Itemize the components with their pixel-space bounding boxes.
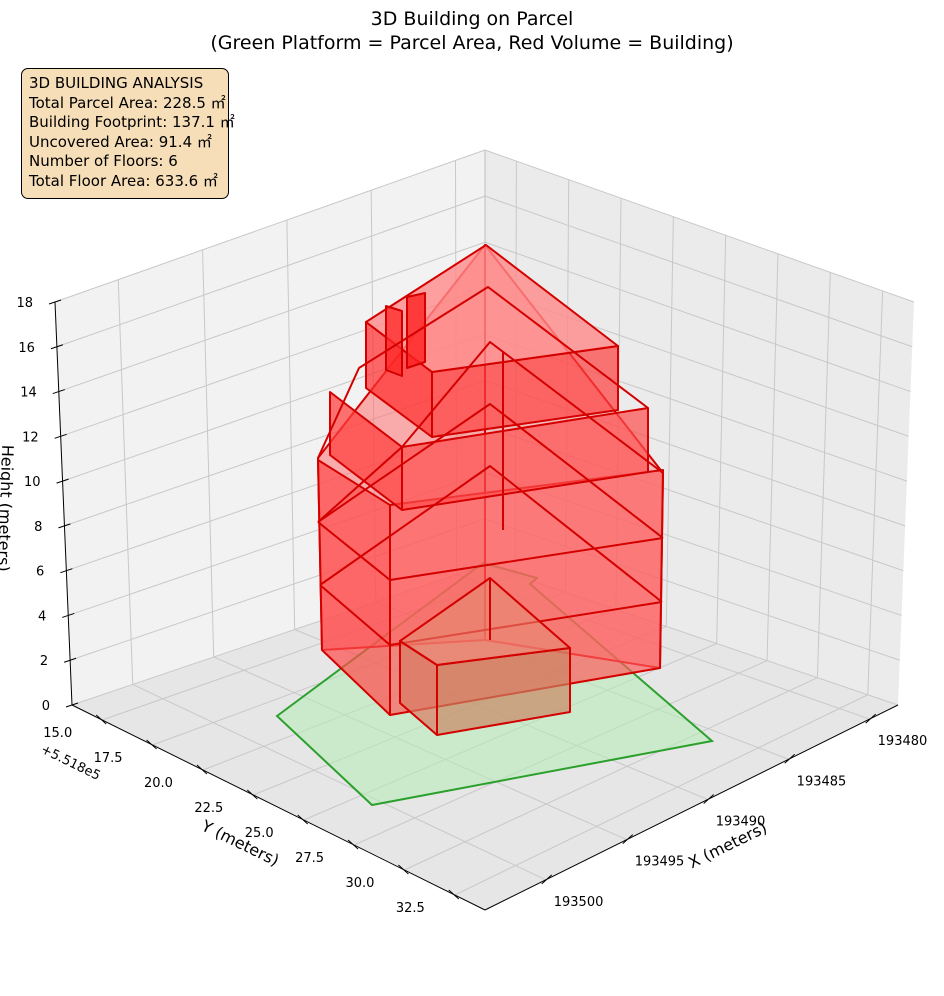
gridline-z — [54, 149, 486, 303]
building-ground-wing-roof — [399, 577, 571, 666]
z-tick-label: 16 — [18, 341, 35, 356]
x-tick — [703, 794, 715, 804]
floor-slab-6 — [317, 286, 649, 459]
x-tick — [784, 753, 796, 764]
z-tick-label: 2 — [40, 654, 48, 669]
y-tick — [196, 764, 208, 775]
info-line: Building Footprint: 137.1 ㎡ — [29, 113, 235, 132]
info-line: Number of Floors: 6 — [29, 152, 178, 171]
y-axis-label: Y (meters) — [198, 816, 283, 870]
info-heading: 3D BUILDING ANALYSIS — [29, 74, 204, 92]
floor-slab-2 — [319, 584, 663, 646]
z-tick — [52, 389, 65, 395]
gridline-z — [484, 195, 913, 348]
y-tick-label: 32.5 — [396, 901, 425, 916]
analysis-info-box: 3D BUILDING ANALYSIS Total Parcel Area: … — [21, 68, 235, 199]
y-tick-label: 30.0 — [345, 876, 374, 891]
x-tick — [541, 874, 553, 885]
z-tick — [63, 657, 77, 663]
z-tick — [54, 433, 67, 439]
info-line: Total Parcel Area: 228.5 ㎡ — [29, 93, 226, 112]
x-tick-label: 193485 — [797, 774, 847, 789]
floor-slab-4 — [317, 521, 664, 581]
y-tick-label: 25.0 — [245, 826, 274, 841]
x-tick-label: 193500 — [554, 895, 604, 910]
y-axis-line — [71, 704, 486, 911]
y-tick — [448, 889, 460, 900]
z-tick-label: 12 — [22, 430, 39, 445]
z-tick — [60, 568, 73, 574]
building-tower-notch — [385, 305, 403, 377]
y-tick-label: 17.5 — [94, 751, 123, 766]
gridline-y — [665, 216, 674, 627]
z-tick-label: 14 — [20, 386, 37, 401]
floor-slab-1 — [319, 465, 663, 603]
building-volume — [317, 244, 664, 736]
y-tick — [246, 789, 258, 800]
y-tick-label: 20.0 — [144, 776, 173, 791]
y-tick — [398, 864, 409, 875]
chart-title: 3D Building on Parcel — [370, 8, 574, 30]
gridline-y — [454, 694, 868, 896]
gridline-x — [117, 279, 134, 685]
z-tick-label: 18 — [16, 296, 33, 311]
z-axis-label: Height (meters) — [0, 444, 17, 572]
axes-lines — [54, 301, 899, 911]
floor-slab-5 — [317, 341, 664, 523]
x-tick — [622, 834, 634, 845]
y-tick-label: 22.5 — [194, 801, 223, 816]
z-tick-label: 8 — [34, 520, 42, 535]
z-tick — [65, 702, 79, 708]
info-line: Uncovered Area: 91.4 ㎡ — [29, 132, 212, 151]
gridline-z — [58, 241, 486, 393]
gridline-z — [56, 195, 486, 348]
axis-ticks: 0 2 4 6 8 10 12 14 16 18 15.0 17.5 20.0 22.5 25.0 27.5 3… — [16, 296, 927, 916]
y-tick — [146, 739, 157, 750]
z-tick-label: 6 — [36, 565, 44, 580]
y-tick-label: 15.0 — [43, 726, 72, 741]
gridline-z — [484, 149, 915, 303]
z-tick — [48, 299, 62, 305]
x-tick-label: 193495 — [635, 855, 685, 870]
floor-slab-3 — [317, 403, 664, 539]
chart-subtitle: (Green Platform = Parcel Area, Red Volum… — [210, 32, 734, 54]
gridline-y — [766, 253, 779, 661]
x-tick-label: 193490 — [716, 814, 766, 829]
z-tick-label: 0 — [42, 699, 50, 714]
gridline-x — [286, 220, 296, 630]
z-tick — [56, 478, 69, 484]
building-tower-spike — [406, 292, 426, 369]
x-axis-line — [484, 704, 899, 911]
gridline-x — [132, 683, 546, 881]
z-tick — [62, 612, 75, 618]
y-tick — [347, 839, 359, 850]
z-tick — [50, 344, 64, 350]
y-tick-label: 27.5 — [295, 851, 324, 866]
gridline-z — [484, 241, 911, 393]
z-tick-label: 4 — [38, 609, 46, 624]
gridline-y — [716, 235, 727, 644]
info-line: Total Floor Area: 633.6 ㎡ — [29, 171, 218, 190]
gridline-y — [867, 290, 884, 695]
gridline-x — [202, 249, 215, 657]
gridline-y — [816, 272, 831, 678]
z-tick-label: 10 — [24, 475, 41, 490]
x-tick — [865, 713, 876, 724]
x-tick-label: 193480 — [878, 734, 928, 749]
z-axis-line — [54, 301, 73, 706]
y-tick — [95, 714, 107, 725]
gridline-y — [404, 677, 818, 871]
z-tick — [58, 523, 71, 529]
y-tick — [297, 814, 309, 825]
